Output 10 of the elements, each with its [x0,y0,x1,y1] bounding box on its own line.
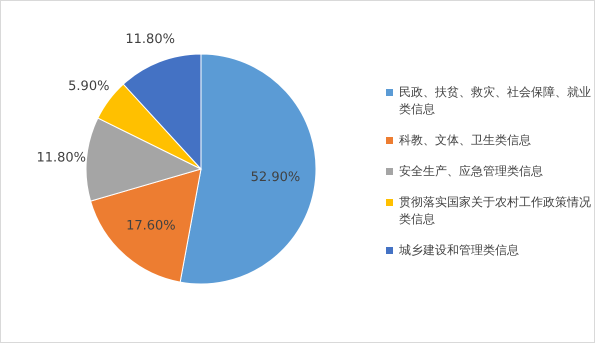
legend-label: 贯彻落实国家关于农村工作政策情况类信息 [399,194,591,228]
data-label: 52.90% [250,170,300,185]
data-label: 17.60% [126,218,176,234]
legend-label: 民政、扶贫、救灾、社会保障、就业类信息 [399,84,591,118]
legend-label: 科教、文体、卫生类信息 [399,132,531,149]
data-label: 11.80% [125,32,175,48]
data-label: 11.80% [36,150,86,166]
legend-label: 城乡建设和管理类信息 [399,242,519,259]
data-label: 5.90% [68,78,110,94]
legend-label: 安全生产、应急管理类信息 [399,163,543,180]
